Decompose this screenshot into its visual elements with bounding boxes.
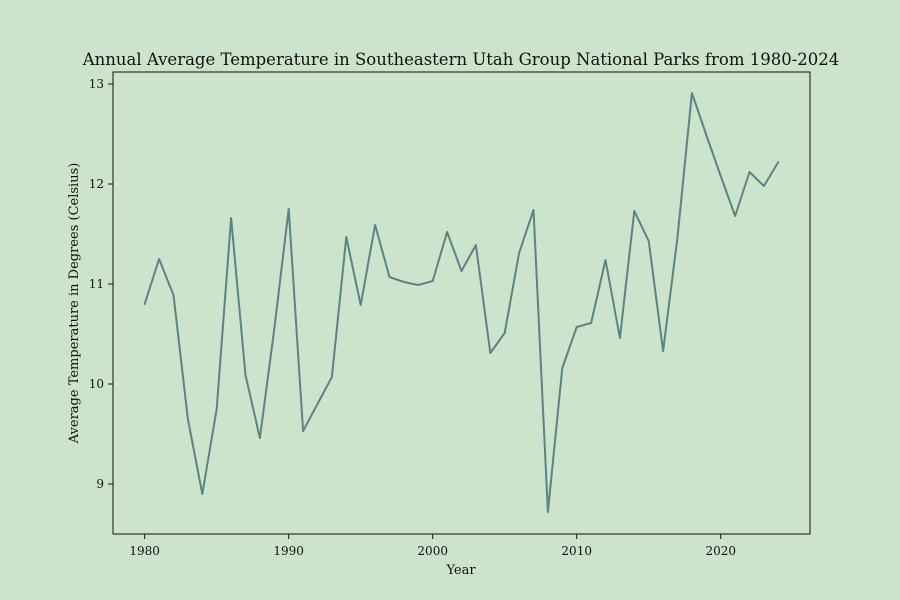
x-tick-label: 1980 (129, 544, 160, 558)
chart-title: Annual Average Temperature in Southeaste… (82, 50, 840, 69)
x-tick-label: 1990 (273, 544, 304, 558)
y-tick-label: 13 (89, 77, 104, 91)
y-tick-label: 11 (89, 277, 104, 291)
x-tick-label: 2000 (417, 544, 448, 558)
y-tick-label: 9 (96, 477, 104, 491)
y-axis-label: Average Temperature in Degrees (Celsius) (67, 163, 82, 445)
plot-area: 1980 1990 2000 2010 2020 9 10 11 12 13 (89, 71, 811, 558)
y-tick-label: 10 (89, 377, 104, 391)
x-tick-label: 2010 (561, 544, 592, 558)
x-axis-label: Year (445, 563, 476, 578)
series-line (143, 92, 780, 513)
plot-frame (112, 71, 811, 535)
y-tick-label: 12 (89, 177, 104, 191)
x-tick-label: 2020 (705, 544, 736, 558)
